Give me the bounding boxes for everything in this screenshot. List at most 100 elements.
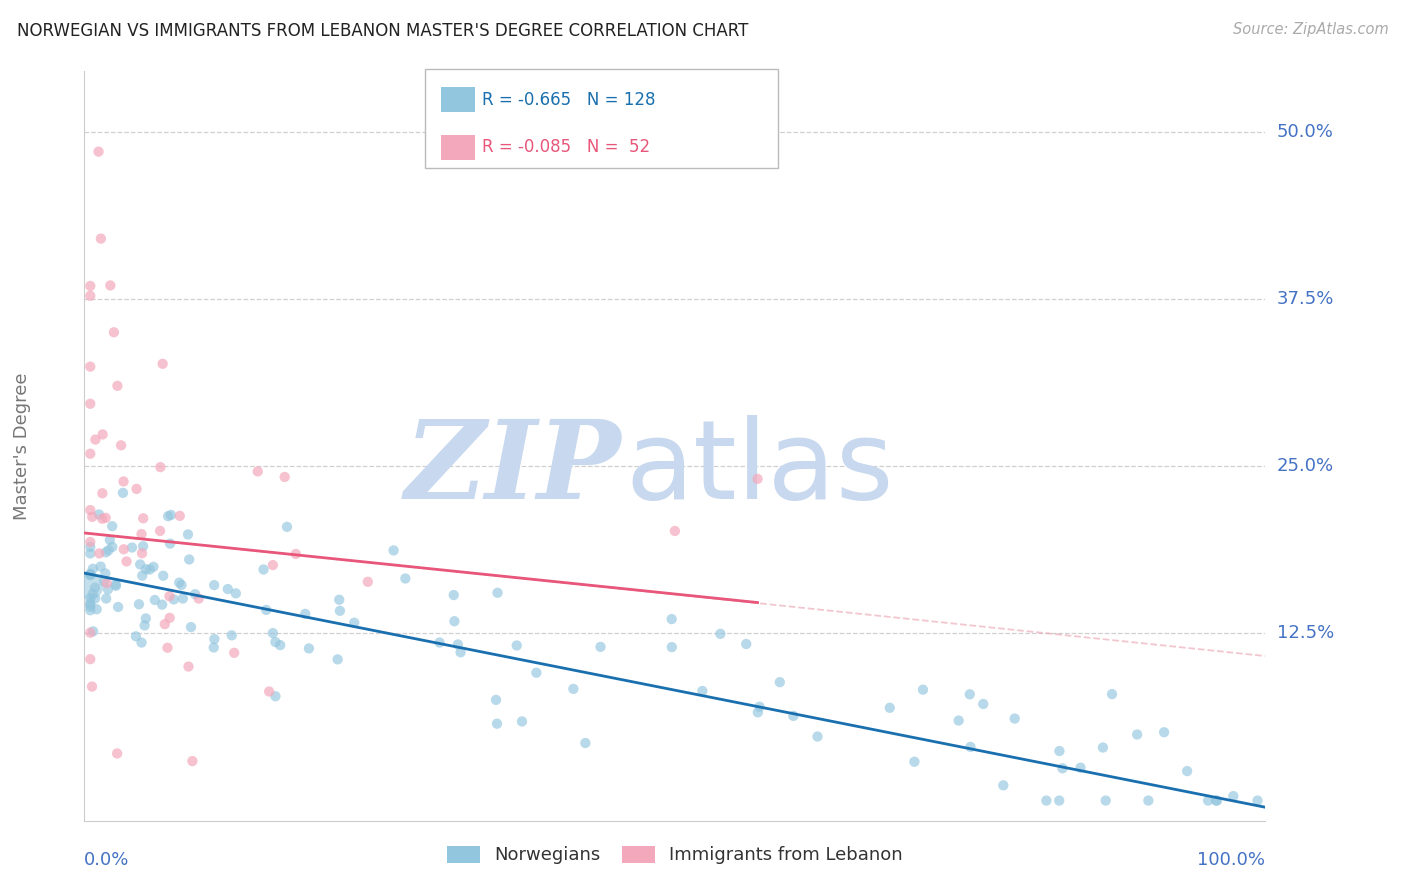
- Point: [79, 397, 101, 411]
- Point: [79, 596, 101, 610]
- Point: [152, 568, 174, 582]
- Point: [149, 460, 172, 475]
- Point: [79, 598, 101, 612]
- Point: [79, 567, 101, 582]
- Point: [343, 615, 366, 630]
- Point: [273, 470, 295, 484]
- Text: NORWEGIAN VS IMMIGRANTS FROM LEBANON MASTER'S DEGREE CORRELATION CHART: NORWEGIAN VS IMMIGRANTS FROM LEBANON MAS…: [17, 22, 748, 40]
- Point: [131, 546, 153, 560]
- Point: [1047, 794, 1070, 808]
- Point: [90, 559, 112, 574]
- Point: [129, 558, 152, 572]
- Point: [79, 359, 101, 374]
- Point: [79, 568, 101, 582]
- Point: [153, 617, 176, 632]
- Point: [179, 552, 201, 566]
- Point: [181, 754, 204, 768]
- Point: [97, 582, 120, 597]
- Point: [97, 543, 120, 558]
- Point: [112, 475, 135, 489]
- Point: [202, 578, 225, 592]
- Point: [159, 611, 181, 625]
- Point: [224, 646, 246, 660]
- Point: [159, 589, 181, 603]
- Point: [121, 541, 143, 555]
- Point: [747, 706, 769, 720]
- Point: [93, 574, 115, 589]
- Point: [104, 577, 127, 591]
- Text: ZIP: ZIP: [405, 415, 621, 522]
- Point: [87, 145, 110, 159]
- Point: [1101, 687, 1123, 701]
- Point: [1052, 761, 1074, 775]
- Text: Master's Degree: Master's Degree: [13, 372, 31, 520]
- Point: [264, 635, 287, 649]
- Text: 0.0%: 0.0%: [84, 851, 129, 869]
- Point: [524, 665, 547, 680]
- Point: [98, 278, 121, 293]
- Point: [262, 558, 284, 573]
- Point: [903, 755, 925, 769]
- Point: [382, 543, 405, 558]
- Text: atlas: atlas: [626, 415, 894, 522]
- Point: [91, 512, 114, 526]
- Point: [879, 700, 901, 714]
- Point: [79, 279, 101, 293]
- Point: [156, 640, 179, 655]
- Point: [485, 693, 508, 707]
- Point: [225, 586, 247, 600]
- Point: [298, 641, 321, 656]
- Point: [96, 591, 118, 606]
- Point: [163, 592, 186, 607]
- Point: [1049, 744, 1071, 758]
- Point: [1175, 764, 1198, 778]
- Point: [134, 618, 156, 632]
- Point: [1004, 712, 1026, 726]
- Point: [735, 637, 758, 651]
- Point: [485, 716, 508, 731]
- Point: [125, 482, 148, 496]
- Point: [111, 486, 134, 500]
- Point: [972, 697, 994, 711]
- Point: [139, 562, 162, 576]
- Point: [326, 652, 349, 666]
- Point: [132, 511, 155, 525]
- Point: [79, 503, 101, 517]
- Point: [101, 540, 124, 554]
- Point: [172, 591, 194, 606]
- Point: [157, 509, 180, 524]
- Point: [506, 639, 529, 653]
- Text: R = -0.665   N = 128: R = -0.665 N = 128: [482, 91, 655, 109]
- Point: [132, 539, 155, 553]
- Point: [993, 778, 1015, 792]
- Point: [150, 598, 173, 612]
- Point: [1137, 794, 1160, 808]
- Point: [79, 591, 101, 606]
- Point: [89, 546, 111, 560]
- Point: [79, 540, 101, 554]
- Point: [86, 602, 108, 616]
- Point: [131, 527, 153, 541]
- Point: [217, 582, 239, 596]
- Point: [357, 574, 380, 589]
- Point: [94, 545, 117, 559]
- Point: [143, 593, 166, 607]
- Point: [94, 510, 117, 524]
- Point: [103, 326, 125, 340]
- Point: [169, 508, 191, 523]
- Point: [87, 508, 110, 522]
- Point: [90, 232, 112, 246]
- Point: [806, 730, 828, 744]
- Point: [574, 736, 596, 750]
- Point: [284, 547, 307, 561]
- Point: [84, 591, 107, 606]
- Point: [187, 591, 209, 606]
- Point: [79, 603, 101, 617]
- Point: [107, 599, 129, 614]
- Point: [107, 379, 129, 393]
- Point: [692, 684, 714, 698]
- Point: [91, 427, 114, 442]
- Point: [177, 527, 200, 541]
- Point: [128, 597, 150, 611]
- Point: [782, 709, 804, 723]
